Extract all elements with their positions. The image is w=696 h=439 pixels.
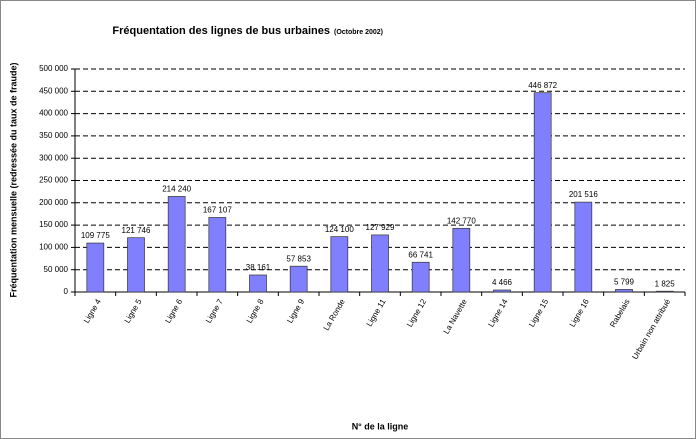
bar [574,201,593,293]
bar [330,236,349,293]
bar [615,289,633,293]
value-label: 57 853 [286,254,311,263]
value-label: 121 746 [122,226,151,235]
value-label: 1 825 [655,279,676,288]
value-label: 142 770 [447,216,476,225]
bar [452,227,471,293]
y-tick-label: 200 000 [39,198,68,207]
value-label: 4 466 [492,278,513,287]
y-tick-label: 100 000 [39,243,68,252]
value-label: 127 929 [366,223,395,232]
value-label: 109 775 [81,231,110,240]
y-tick-label: 250 000 [39,176,68,185]
bar [208,217,227,293]
value-label: 5 799 [614,278,635,287]
value-label: 124 100 [325,225,354,234]
value-label: 66 741 [408,250,433,259]
y-tick-label: 500 000 [39,64,68,73]
y-tick-label: 450 000 [39,86,68,95]
bar [289,265,308,293]
bar [655,290,674,293]
y-tick-label: 350 000 [39,131,68,140]
y-axis-title: Fréquentation mensuelle (redressée du ta… [8,62,18,297]
bar [411,261,430,293]
value-label: 201 516 [569,190,598,199]
y-tick-label: 50 000 [44,265,69,274]
y-tick-label: 400 000 [39,109,68,118]
value-label: 446 872 [528,81,557,90]
chart-title: Fréquentation des lignes de bus urbaines [112,25,330,37]
bar [493,289,511,293]
bar [371,234,389,293]
bar [533,92,552,293]
y-tick-label: 150 000 [39,220,68,229]
bar [127,237,145,293]
x-axis-title: N° de la ligne [352,421,409,431]
y-tick-label: 300 000 [39,153,68,162]
value-label: 214 240 [162,185,191,194]
bar [167,196,186,293]
bar [86,242,105,293]
value-label: 167 107 [203,206,232,215]
y-tick-label: 0 [64,287,69,296]
value-label: 38 161 [246,263,271,272]
chart-subtitle: (Octobre 2002) [334,29,383,36]
bar [249,274,267,293]
